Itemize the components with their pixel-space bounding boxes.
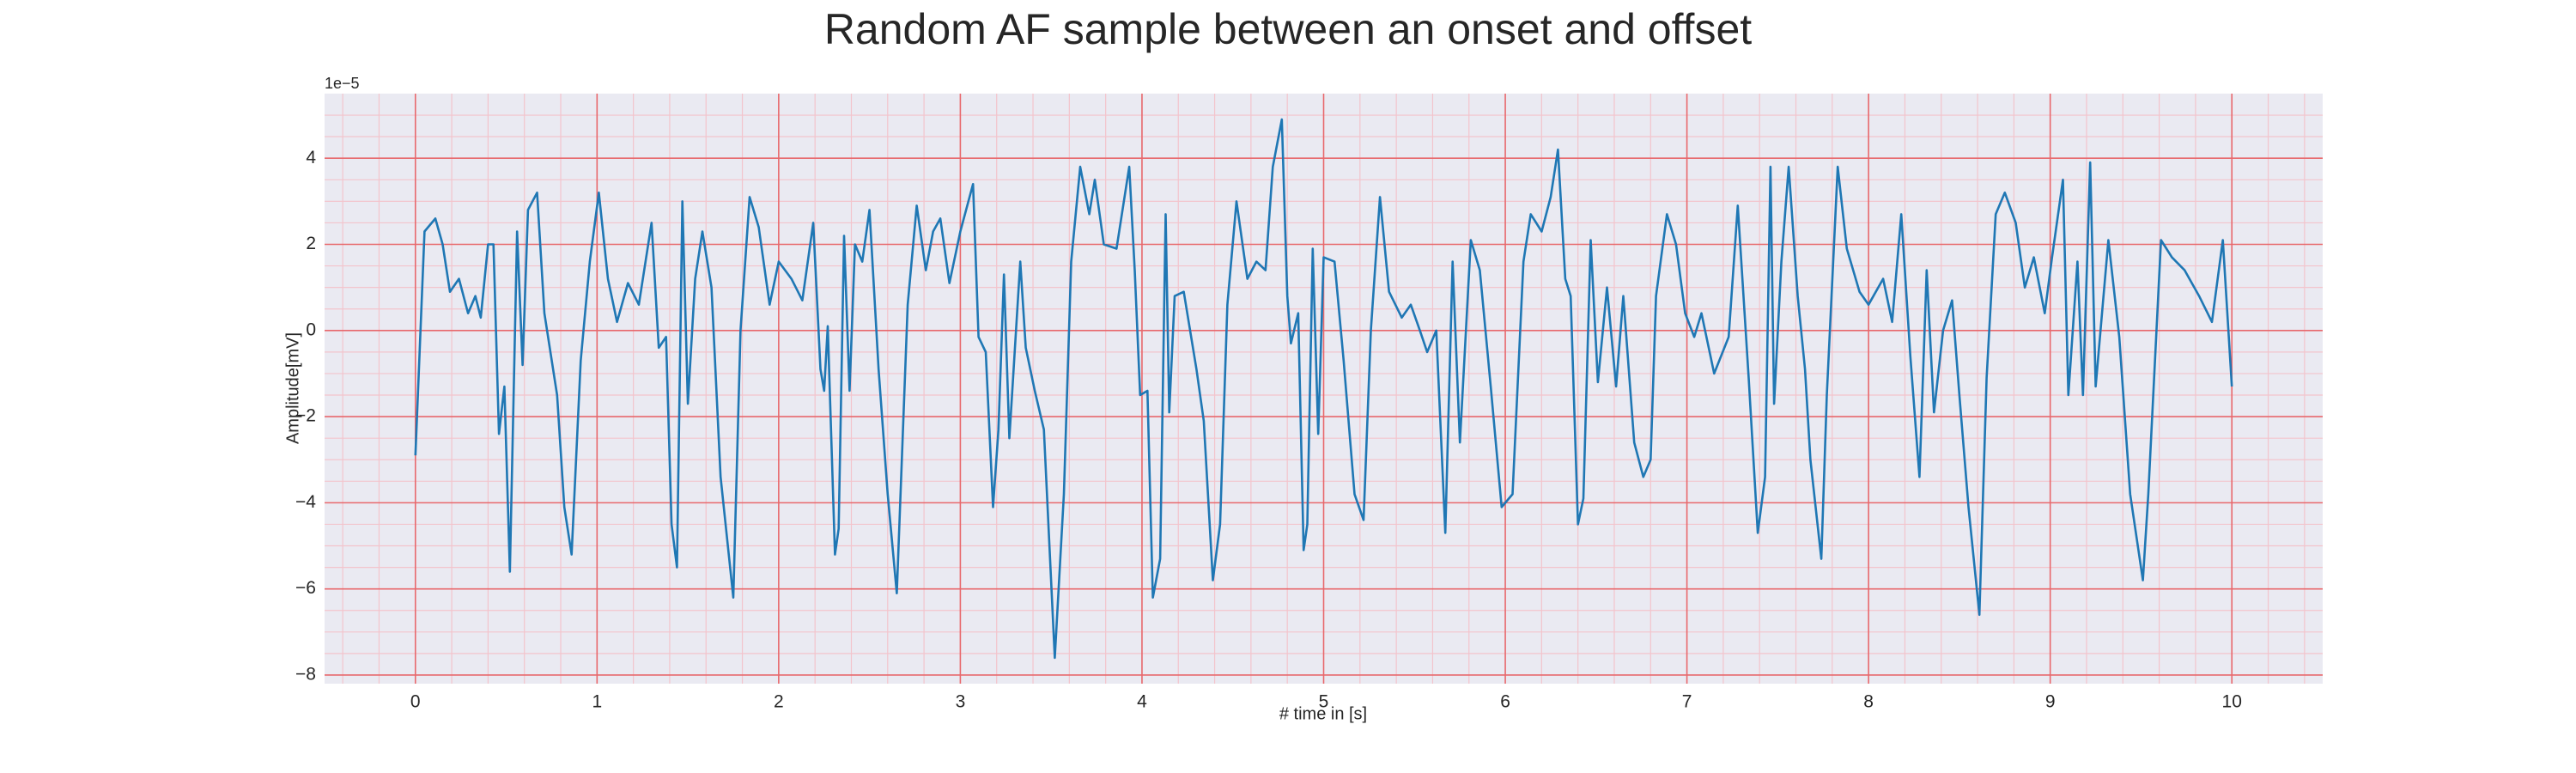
offset-text: 1e−5 <box>325 75 360 92</box>
x-tick-label: 0 <box>410 692 421 712</box>
y-tick-label: 4 <box>306 148 316 167</box>
y-tick-label: −8 <box>295 665 316 685</box>
y-tick-label: 2 <box>306 234 316 253</box>
x-tick-label: 7 <box>1682 692 1692 712</box>
y-axis-label: Amplitude[mV] <box>283 332 302 444</box>
x-tick-label: 4 <box>1137 692 1147 712</box>
x-tick-label: 6 <box>1500 692 1510 712</box>
y-tick-label: 0 <box>306 320 316 339</box>
x-axis-label: # time in [s] <box>1279 704 1367 723</box>
x-tick-label: 3 <box>956 692 966 712</box>
chart-title: Random AF sample between an onset and of… <box>824 5 1752 53</box>
y-tick-label: −2 <box>295 406 316 426</box>
line-series <box>414 118 2233 660</box>
y-tick-label: −4 <box>295 492 316 512</box>
x-tick-label: 5 <box>1319 692 1329 712</box>
x-tick-label: 2 <box>774 692 784 712</box>
x-tick-label: 9 <box>2045 692 2056 712</box>
x-tick-label: 1 <box>592 692 602 712</box>
x-tick-label: 8 <box>1863 692 1874 712</box>
y-tick-label: −6 <box>295 578 316 598</box>
x-tick-label: 10 <box>2222 692 2242 712</box>
